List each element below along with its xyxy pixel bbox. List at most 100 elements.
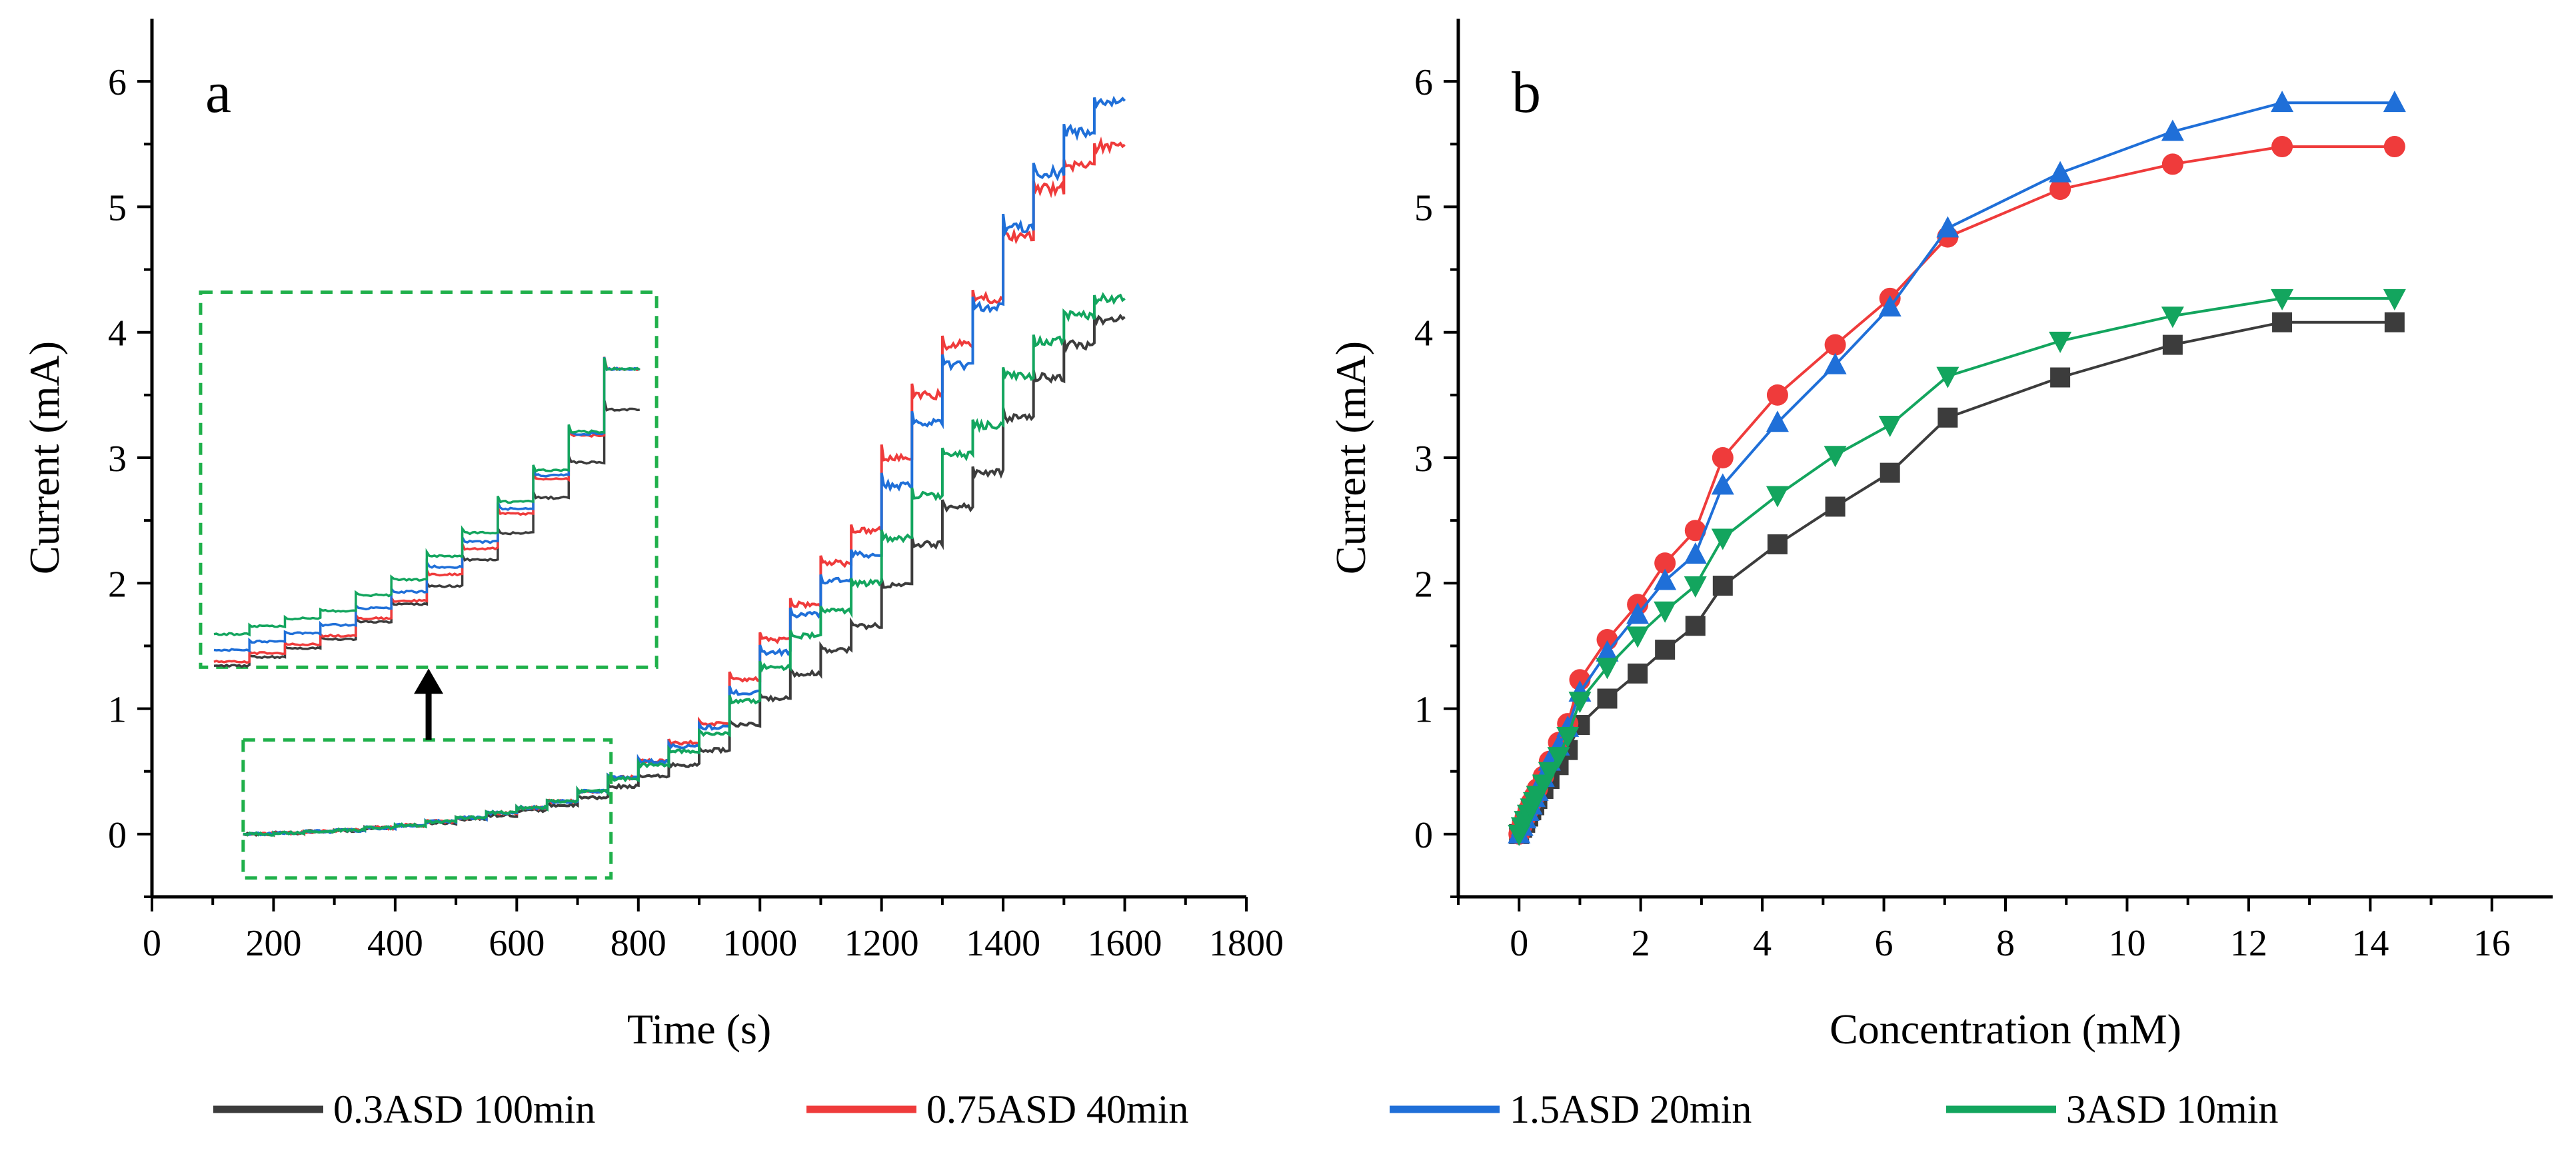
series-line-3asd-10min	[243, 292, 1126, 837]
data-point-3asd-10min	[1654, 601, 1677, 623]
inset-series-line	[213, 357, 641, 637]
data-point-3asd-10min	[1878, 416, 1902, 438]
data-point-3asd-10min	[1824, 446, 1847, 468]
x-tick-label: 4	[1753, 923, 1772, 964]
data-point-3asd-10min	[2161, 306, 2184, 328]
data-point-3asd-10min	[2271, 289, 2294, 310]
x-tick-label: 1400	[966, 923, 1040, 964]
data-point-0-75asd-40min	[2161, 153, 2183, 175]
y-tick-label: 4	[1414, 313, 1433, 354]
x-axis-title: Time (s)	[627, 1005, 771, 1053]
y-axis-title: Current (mA)	[1327, 341, 1374, 574]
x-tick-label: 1600	[1088, 923, 1162, 964]
data-point-0-75asd-40min	[2383, 136, 2405, 158]
data-point-0-75asd-40min	[1654, 552, 1676, 574]
data-point-0-3asd-100min	[1825, 496, 1846, 517]
series-line-0-3asd-100min	[1518, 320, 2395, 835]
data-point-3asd-10min	[1538, 762, 1561, 784]
x-tick-label: 0	[1510, 923, 1528, 964]
data-point-3asd-10min	[1626, 626, 1650, 648]
y-tick-label: 0	[108, 815, 127, 856]
y-tick-label: 5	[108, 187, 127, 229]
x-tick-label: 6	[1875, 923, 1894, 964]
x-tick-label: 0	[143, 923, 161, 964]
data-point-1-5asd-20min	[1684, 542, 1707, 564]
x-tick-label: 600	[489, 923, 545, 964]
data-point-1-5asd-20min	[1711, 473, 1734, 495]
data-point-0-3asd-100min	[1937, 407, 1958, 428]
x-tick-label: 8	[1996, 923, 2015, 964]
x-axis-title: Concentration (mM)	[1830, 1005, 2181, 1053]
data-point-0-75asd-40min	[2049, 179, 2071, 201]
data-point-0-3asd-100min	[1597, 688, 1618, 709]
data-point-3asd-10min	[1711, 528, 1734, 550]
data-point-1-5asd-20min	[2161, 119, 2184, 141]
x-tick-label: 10	[2108, 923, 2145, 964]
data-point-0-3asd-100min	[1628, 663, 1648, 684]
data-point-1-5asd-20min	[1626, 602, 1650, 624]
inset-box	[199, 290, 658, 669]
y-tick-label: 5	[1414, 187, 1433, 229]
data-point-1-5asd-20min	[1654, 568, 1677, 590]
data-point-3asd-10min	[1547, 747, 1570, 769]
series-line-1-5asd-20min	[1518, 101, 2395, 835]
panel-a: 0 200 400 600 800 1000 1200 1400 1600 1800 0 1 2 3 4 5 6…	[21, 19, 1284, 1053]
data-point-0-3asd-100min	[1712, 576, 1733, 596]
panel-label: a	[205, 61, 231, 125]
x-tick-label: 1800	[1209, 923, 1284, 964]
x-tick-label: 800	[611, 923, 666, 964]
data-point-3asd-10min	[1684, 576, 1707, 598]
y-tick-label: 0	[1414, 815, 1433, 856]
series-line-0-75asd-40min	[1518, 145, 2395, 835]
data-point-1-5asd-20min	[1766, 410, 1789, 432]
data-point-3asd-10min	[2383, 289, 2406, 310]
y-tick-label: 3	[108, 438, 127, 480]
legend-label: 0.75ASD 40min	[926, 1087, 1188, 1131]
series-line-3asd-10min	[1518, 296, 2395, 835]
data-point-3asd-10min	[1596, 658, 1619, 680]
data-point-0-3asd-100min	[1880, 462, 1900, 483]
x-tick-label: 2	[1632, 923, 1650, 964]
x-tick-label: 1000	[722, 923, 797, 964]
data-point-1-5asd-20min	[1596, 640, 1619, 662]
data-point-0-3asd-100min	[2162, 334, 2183, 355]
x-tick-label: 200	[245, 923, 301, 964]
data-point-1-5asd-20min	[1824, 352, 1847, 374]
y-tick-label: 1	[1414, 690, 1433, 731]
legend-label: 0.3ASD 100min	[333, 1087, 595, 1131]
legend-label: 1.5ASD 20min	[1510, 1087, 1752, 1131]
y-tick-label: 2	[108, 564, 127, 605]
x-tick-label: 16	[2473, 923, 2511, 964]
data-point-0-75asd-40min	[1766, 384, 1788, 406]
legend: 0.3ASD 100min 0.75ASD 40min 1.5ASD 20min 3A…	[213, 1087, 2278, 1131]
x-tick-label: 1200	[844, 923, 919, 964]
data-point-0-75asd-40min	[1684, 520, 1706, 542]
y-tick-label: 2	[1414, 564, 1433, 605]
data-point-3asd-10min	[1556, 726, 1580, 748]
y-axis-title: Current (mA)	[21, 341, 68, 574]
data-point-0-3asd-100min	[2050, 367, 2071, 388]
data-point-3asd-10min	[2049, 331, 2072, 353]
y-tick-label: 6	[108, 62, 127, 103]
data-point-1-5asd-20min	[1878, 295, 1902, 317]
data-point-1-5asd-20min	[1936, 216, 1959, 238]
data-point-1-5asd-20min	[2271, 91, 2294, 113]
data-point-3asd-10min	[1568, 692, 1592, 714]
data-point-1-5asd-20min	[2049, 161, 2072, 183]
data-point-0-75asd-40min	[1824, 334, 1846, 356]
data-point-0-3asd-100min	[1767, 534, 1788, 554]
legend-label: 3ASD 10min	[2066, 1087, 2278, 1131]
data-point-1-5asd-20min	[2383, 91, 2406, 113]
panel-label: b	[1512, 61, 1541, 125]
data-point-3asd-10min	[1936, 366, 1959, 388]
y-tick-label: 6	[1414, 62, 1433, 103]
y-tick-label: 3	[1414, 438, 1433, 480]
zoom-arrow-head	[414, 668, 444, 694]
data-point-3asd-10min	[1766, 486, 1789, 508]
y-tick-label: 4	[108, 313, 127, 354]
data-point-0-3asd-100min	[1685, 616, 1706, 636]
x-tick-label: 400	[367, 923, 423, 964]
x-tick-label: 12	[2230, 923, 2267, 964]
